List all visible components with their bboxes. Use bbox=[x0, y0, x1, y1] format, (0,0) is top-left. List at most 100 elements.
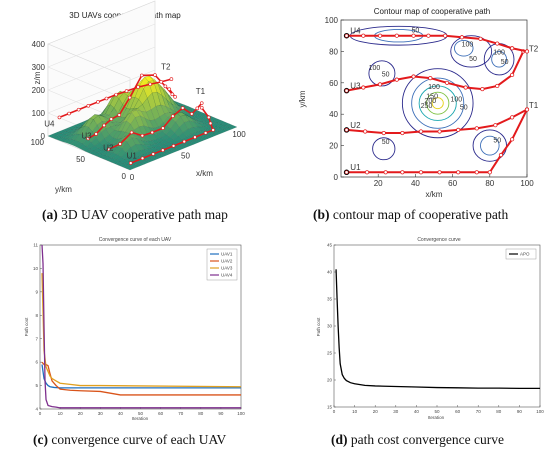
path3d-waypoint bbox=[57, 115, 62, 120]
panel-c-convergence-each-uav: Convergence curve of each UAV 0 10 20 30 40 5… bbox=[0, 232, 275, 422]
yaxis-tick-label: 0 bbox=[122, 172, 127, 181]
chart-c-svg: Convergence curve of each UAV 0 10 20 30 40 5… bbox=[24, 237, 245, 421]
start-label-u1: U1 bbox=[350, 163, 361, 172]
contour-value-label: 100 bbox=[493, 50, 505, 57]
path-waypoint bbox=[524, 49, 530, 54]
contour-line bbox=[450, 35, 493, 68]
label3d-u4: U4 bbox=[44, 120, 55, 129]
path-line-u4 bbox=[346, 34, 528, 53]
contour-line bbox=[431, 97, 444, 110]
path-waypoint bbox=[381, 130, 386, 136]
path-waypoint bbox=[493, 123, 498, 128]
path3d-waypoint bbox=[67, 111, 71, 116]
path3d-waypoint bbox=[195, 106, 200, 111]
path-waypoint bbox=[383, 170, 388, 175]
chart-b-ytick-label: 0 bbox=[334, 173, 339, 182]
path3d-waypoint bbox=[171, 144, 176, 148]
chart-c-ytick-label: 8 bbox=[35, 313, 38, 318]
chart-d-legend-box bbox=[505, 248, 537, 260]
caption-a: (a) 3D UAV cooperative path map bbox=[42, 207, 228, 223]
chart-c-xtick-label: 40 bbox=[118, 411, 124, 416]
path-waypoint bbox=[437, 170, 442, 175]
path-start-marker bbox=[343, 169, 350, 176]
chart-c-ticks: 0 10 20 30 40 50 60 70 80 90 100 4 5 6 7 8 9 10 11 bbox=[33, 243, 245, 416]
terrain-cell bbox=[209, 117, 219, 122]
path-line-u3 bbox=[346, 50, 525, 92]
contour-value-label: 50 bbox=[412, 28, 420, 35]
contour-value-label: 50 bbox=[460, 104, 468, 111]
chart-c-legend-label: UAV4 bbox=[221, 273, 233, 278]
chart-b-contours bbox=[349, 25, 515, 162]
caption-d-text: path cost convergence curve bbox=[347, 432, 504, 447]
contour-value-label: 50 bbox=[382, 72, 390, 79]
path3d-waypoint bbox=[206, 115, 211, 120]
path3d-waypoint bbox=[189, 112, 194, 116]
label3d-t2: T2 bbox=[161, 62, 171, 71]
path-start-marker bbox=[343, 87, 350, 94]
path3d-waypoint bbox=[173, 95, 177, 99]
path-waypoint bbox=[377, 82, 383, 87]
path-waypoint bbox=[418, 170, 424, 175]
chart-d-legend: APO bbox=[505, 248, 537, 260]
chart-b-ytick-label: 80 bbox=[329, 47, 338, 56]
chart-d-ytick-label: 30 bbox=[327, 324, 333, 329]
xaxis-tick-label: 0 bbox=[130, 173, 135, 182]
path3d-waypoint bbox=[170, 92, 175, 97]
chart-c-xtick-label: 30 bbox=[98, 411, 104, 416]
label3d-u3: U3 bbox=[81, 132, 92, 141]
chart-b-xtick-label: 40 bbox=[411, 179, 420, 188]
path-waypoint bbox=[394, 77, 399, 82]
chart-d-ytick-label: 35 bbox=[327, 297, 333, 302]
chart-c-ytick-label: 11 bbox=[33, 243, 38, 248]
path-waypoint bbox=[428, 75, 433, 81]
path3d-waypoint bbox=[96, 100, 100, 104]
chart-a-zlabel: z/m bbox=[33, 71, 42, 84]
path3d-waypoint bbox=[161, 148, 165, 152]
caption-b: (b) contour map of cooperative path bbox=[313, 207, 508, 223]
chart-b-xtick-label: 100 bbox=[520, 179, 534, 188]
caption-c-letter: (c) bbox=[33, 432, 48, 447]
path3d-waypoint bbox=[163, 84, 168, 89]
chart-d-ylabel: Path cost bbox=[316, 317, 321, 337]
grid-line bbox=[47, 23, 156, 102]
path-waypoint bbox=[456, 170, 461, 175]
zaxis-tick-label: 400 bbox=[32, 40, 46, 49]
chart-c-legend-label: UAV1 bbox=[221, 252, 233, 257]
chart-c-xtick-label: 100 bbox=[237, 411, 245, 416]
chart-a-xlabel: x/km bbox=[196, 169, 213, 178]
contour-value-label: 50 bbox=[469, 56, 477, 63]
chart-c-ytick-label: 6 bbox=[35, 360, 38, 365]
path3d-waypoint bbox=[153, 73, 157, 77]
contour-value-label: 50 bbox=[493, 137, 501, 144]
path3d-waypoint bbox=[109, 117, 114, 121]
contour-value-label: 100 bbox=[428, 84, 440, 91]
chart-d-xtick-label: 70 bbox=[476, 409, 482, 414]
path-waypoint bbox=[411, 74, 416, 79]
path-waypoint bbox=[456, 127, 461, 132]
chart-c-ylabel: Path cost bbox=[24, 317, 29, 337]
path3d-waypoint bbox=[94, 132, 98, 136]
path-waypoint bbox=[474, 126, 479, 131]
path3d-waypoint bbox=[159, 80, 163, 84]
path-waypoint bbox=[487, 170, 492, 175]
contour-line bbox=[368, 60, 396, 87]
terrain-cell bbox=[198, 112, 208, 117]
path3d-waypoint bbox=[139, 73, 144, 78]
path3d-waypoint bbox=[203, 131, 208, 135]
xaxis-tick-label: 100 bbox=[232, 130, 246, 139]
chart-b-title: Contour map of cooperative path bbox=[374, 7, 491, 16]
path3d-waypoint bbox=[169, 77, 174, 81]
chart-d-xtick-label: 60 bbox=[455, 409, 461, 414]
chart-c-legend-label: UAV2 bbox=[221, 259, 233, 264]
path-start-marker bbox=[343, 127, 350, 133]
caption-a-text: 3D UAV cooperative path map bbox=[57, 207, 228, 222]
contour-value-label: 50 bbox=[382, 139, 390, 146]
chart-c-title: Convergence curve of each UAV bbox=[99, 237, 172, 243]
path3d-waypoint bbox=[199, 105, 204, 110]
path3d-waypoint bbox=[124, 89, 129, 93]
contour-line bbox=[426, 91, 450, 115]
zaxis-tick-label: 200 bbox=[32, 86, 46, 95]
xaxis-tick-label: 50 bbox=[181, 152, 190, 161]
path3d-waypoint bbox=[104, 96, 109, 101]
